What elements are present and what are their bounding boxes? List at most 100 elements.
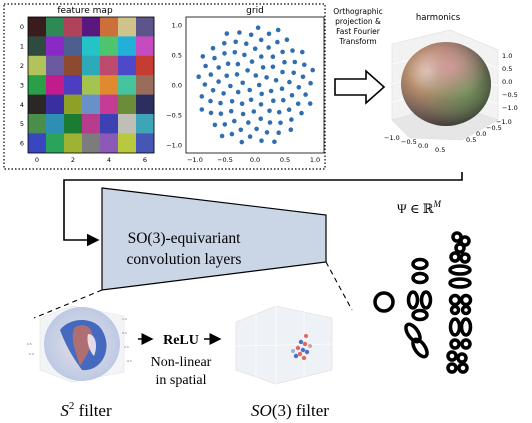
svg-text:0.0: 0.0	[124, 345, 129, 349]
grid-point	[240, 80, 245, 86]
nonlinear-label-1: Non-linear	[151, 355, 212, 370]
harmonics-xtick: 0.0	[418, 142, 428, 150]
grid-point	[290, 48, 295, 53]
feature-cell	[118, 75, 137, 95]
grid-point	[253, 73, 259, 78]
grid-point	[287, 79, 292, 85]
grid-point	[270, 54, 276, 59]
grid-point	[259, 138, 264, 143]
feature-map-ytick: 2	[20, 62, 24, 70]
feature-map-title: feature map	[57, 6, 113, 16]
feature-cell	[82, 55, 101, 76]
grid-point	[267, 108, 272, 114]
feature-cell	[28, 36, 47, 57]
feature-cell	[136, 17, 155, 37]
zoom-line-right	[325, 261, 353, 311]
grid-ytick: 1.0	[172, 22, 182, 30]
grid-point	[258, 37, 264, 43]
feed-arrow	[63, 172, 463, 247]
grid-point	[247, 87, 252, 93]
grid-point	[286, 107, 292, 112]
grid-point	[239, 139, 245, 145]
grid-point	[289, 117, 294, 122]
grid-point	[232, 118, 237, 124]
grid-point	[235, 61, 241, 67]
feature-cell	[28, 17, 47, 37]
conv-label-1: SO(3)-equivariant	[128, 230, 241, 247]
feature-cell	[136, 55, 155, 76]
harmonics-xtick: 0.5	[435, 146, 445, 154]
feature-map-xticks: 0 2 4 6	[35, 156, 147, 164]
feature-cell	[118, 114, 137, 134]
nonlinear-label-2: in spatial	[156, 373, 207, 388]
grid-point	[307, 101, 313, 106]
harmonics-zticks: 1.0 0.5 0.0 −0.5 −1.0	[502, 52, 518, 112]
feature-cell	[118, 55, 137, 76]
feature-cell	[118, 133, 137, 154]
grid-frame	[185, 16, 325, 154]
grid-ytick: −0.5	[166, 112, 182, 120]
feature-cell	[46, 36, 65, 57]
grid-point	[235, 89, 241, 95]
psi-group: Ψ ∈ ℝM	[373, 199, 473, 374]
harmonics-plot: harmonics 1.00.50.0−0.5−1.0 −1.0 −0.5 0.0 0…	[384, 13, 518, 154]
grid-point	[216, 65, 221, 70]
feature-map-frame	[27, 16, 155, 154]
feature-map-ytick: 5	[20, 120, 24, 128]
grid-point	[210, 45, 216, 51]
grid-point	[199, 94, 205, 99]
grid-point	[246, 120, 251, 125]
feature-cell	[136, 75, 155, 95]
grid-point	[234, 72, 240, 77]
grid-point	[245, 68, 250, 73]
grid-point	[228, 83, 233, 89]
grid-point	[302, 62, 307, 68]
grid-point	[276, 109, 282, 115]
grid-point	[252, 46, 258, 51]
harmonics-ztick: −0.5	[502, 91, 518, 99]
grid-point	[247, 134, 253, 139]
grid-points	[196, 25, 316, 145]
feature-map-xtick: 4	[107, 156, 111, 164]
grid-point	[284, 37, 290, 42]
relu-label: ReLU	[163, 333, 199, 348]
grid-point	[266, 31, 272, 37]
grid-point	[272, 139, 277, 145]
transform-step: Orthographic projection & Fast Fourier T…	[333, 7, 386, 105]
feature-cell	[136, 114, 155, 134]
hollow-arrow-icon	[334, 69, 386, 105]
conv-label-2: convolution layers	[127, 251, 242, 268]
so3-points	[291, 334, 312, 361]
feature-cell	[82, 75, 101, 95]
feature-cell	[82, 94, 101, 115]
harmonics-ytick: 0.0	[476, 130, 486, 138]
grid-point	[276, 130, 282, 135]
zoom-line-left	[33, 289, 103, 319]
grid-ytick: 0.5	[172, 52, 182, 60]
feature-cell	[64, 17, 83, 37]
feature-cell	[100, 36, 119, 57]
feature-cell	[136, 94, 155, 115]
grid-point	[208, 72, 214, 77]
harmonics-xtick: −1.0	[384, 134, 400, 142]
feature-map-cells	[28, 17, 155, 154]
input-dotted-frame	[3, 3, 326, 170]
harmonic-shapes-icon	[373, 231, 473, 374]
grid-point	[224, 73, 229, 79]
feature-cell	[100, 55, 119, 76]
svg-text:-0.5: -0.5	[126, 359, 132, 363]
grid-point	[233, 39, 238, 45]
svg-text:·0.0: ·0.0	[28, 352, 34, 356]
grid-point	[199, 107, 205, 112]
grid-point	[300, 74, 306, 80]
grid-point	[270, 64, 276, 70]
svg-text:·0.5: ·0.5	[26, 342, 32, 346]
feature-cell	[46, 114, 65, 134]
harmonics-ytick: −0.5	[486, 124, 502, 132]
grid-point	[208, 110, 214, 116]
feature-cell	[64, 133, 83, 154]
grid-xtick: 0.0	[250, 156, 260, 164]
feature-map-ytick: 4	[20, 101, 24, 109]
grid-yticks: 1.0 0.5 0.0 −0.5 −1.0	[166, 22, 182, 150]
psi-label: Ψ ∈ ℝM	[397, 199, 442, 216]
